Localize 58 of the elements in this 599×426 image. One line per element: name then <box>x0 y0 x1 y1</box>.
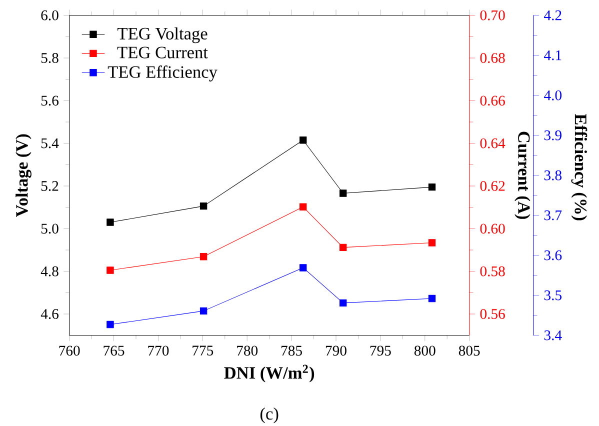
point <box>300 136 307 144</box>
y3-tick-label: 3.7 <box>544 210 562 220</box>
y3-tick-label: 4.2 <box>544 10 562 20</box>
x-tick-label: 800 <box>414 346 436 356</box>
y-tick-label: 5.8 <box>41 53 58 63</box>
legend-label: TEG Voltage <box>117 27 208 44</box>
x-tick-label: 765 <box>104 346 124 356</box>
y2-tick-label: 0.68 <box>480 53 505 63</box>
y3-tick-label: 3.6 <box>544 250 562 260</box>
x-tick-label: 770 <box>148 346 169 356</box>
y3-tick-label: 3.8 <box>544 170 562 180</box>
point <box>428 183 436 191</box>
legend-label: TEG Efficiency <box>108 66 218 82</box>
x-tick-label: 785 <box>282 346 302 356</box>
y3-tick-label: 3.9 <box>544 130 562 140</box>
y-tick-label: 5.4 <box>41 138 59 148</box>
x-tick-label: 795 <box>370 346 391 356</box>
x-tick-label: 775 <box>192 346 214 356</box>
x-tick-label: 760 <box>59 346 80 356</box>
point <box>340 299 347 307</box>
point <box>200 202 208 210</box>
y2-tick-label: 0.64 <box>480 138 506 148</box>
point <box>106 218 114 226</box>
point <box>200 307 208 315</box>
y-tick-label: 6.0 <box>41 10 58 20</box>
x-tick-label: 805 <box>458 346 480 356</box>
y-tick-label: 5.2 <box>41 181 58 191</box>
y3-axis-title: Efficiency (%) <box>571 114 588 220</box>
point <box>340 244 347 252</box>
y-tick-label: 5.6 <box>41 96 59 106</box>
y-axis-title: Voltage (V) <box>16 134 32 217</box>
y-tick-label: 4.8 <box>40 266 58 276</box>
point <box>428 294 436 302</box>
point <box>106 266 114 274</box>
text: (c) <box>260 407 278 424</box>
x-tick-label: 780 <box>237 346 258 356</box>
y2-tick-label: 0.58 <box>480 266 505 276</box>
x-tick-label: 790 <box>326 346 346 356</box>
text: DNI (W/m$^{2}$) <box>224 364 314 382</box>
y-tick-label: 4.6 <box>40 309 59 319</box>
y2-tick-label: 0.70 <box>480 10 505 20</box>
y3-tick-label: 3.5 <box>544 290 562 300</box>
y3-tick-label: 4.1 <box>544 50 562 60</box>
point <box>428 239 436 246</box>
y2-tick-label: 0.62 <box>480 181 505 191</box>
y3-tick-label: 4.0 <box>544 90 562 100</box>
point <box>300 203 307 211</box>
point <box>300 264 307 272</box>
y3-tick-label: 3.4 <box>544 330 562 340</box>
legend-label: TEG Current <box>117 46 208 58</box>
y2-tick-label: 0.56 <box>480 309 505 319</box>
y2-tick-label: 0.66 <box>480 96 505 106</box>
point <box>340 190 347 197</box>
y-tick-label: 5.0 <box>41 224 58 234</box>
y2-axis-title: Current (A) <box>514 132 530 219</box>
y2-tick-label: 0.60 <box>480 224 505 234</box>
point <box>200 253 208 260</box>
point <box>106 320 114 328</box>
